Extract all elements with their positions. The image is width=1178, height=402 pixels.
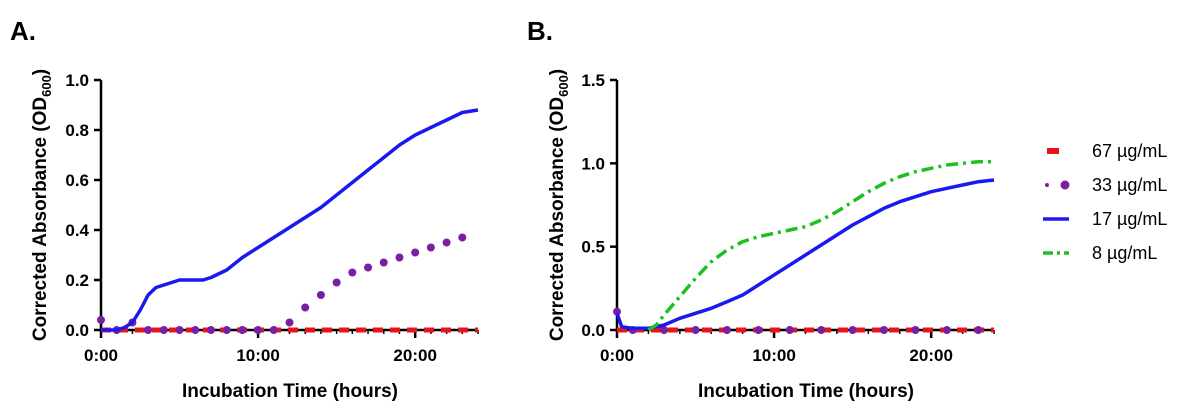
data-point-33ugml	[97, 316, 105, 324]
y-tick-label: 0.5	[581, 238, 605, 257]
y-axis-title-subscript: 600	[556, 75, 571, 97]
data-point-33ugml	[238, 326, 247, 334]
legend-label: 8 µg/mL	[1092, 243, 1157, 263]
data-point-33ugml	[911, 326, 920, 334]
data-point-33ugml	[411, 248, 420, 257]
y-axis-title-main: Corrected Absorbance (OD	[30, 97, 51, 341]
y-tick-label: 0.8	[65, 121, 89, 140]
series-line-17ugml	[101, 108, 479, 332]
data-point-33ugml	[364, 263, 373, 272]
data-point-33ugml	[301, 303, 310, 312]
data-point-33ugml	[785, 326, 794, 334]
data-point-33ugml	[159, 326, 168, 334]
data-point-33ugml	[942, 326, 951, 334]
data-point-33ugml	[348, 268, 357, 277]
y-axis-title-end: )	[30, 69, 51, 75]
panel-a: A. 0.0 0.2 0.4 0.6 0.8 1.0 0:00 10:00 20:00 Incuba…	[10, 16, 479, 402]
data-point-33ugml	[254, 326, 263, 334]
x-tick-label: 0:00	[84, 346, 118, 365]
x-tick-label: 20:00	[393, 346, 436, 365]
x-axis-title: Incubation Time (hours)	[182, 381, 398, 402]
data-point-33ugml	[395, 253, 404, 262]
x-tick-label: 0:00	[600, 346, 634, 365]
y-axis-title-end: )	[547, 69, 568, 75]
data-point-33ugml	[426, 243, 435, 252]
legend-label: 17 µg/mL	[1092, 209, 1167, 229]
x-tick-label: 10:00	[236, 346, 279, 365]
data-point-33ugml	[175, 326, 184, 334]
legend-label: 67 µg/mL	[1092, 141, 1167, 161]
data-point-33ugml	[848, 326, 857, 334]
data-point-33ugml	[754, 326, 763, 334]
data-point-33ugml	[144, 326, 153, 334]
y-tick-label: 0.0	[65, 321, 89, 340]
y-tick-label: 0.0	[581, 321, 605, 340]
data-point-33ugml	[316, 291, 325, 299]
y-tick-label: 0.4	[65, 221, 89, 240]
data-point-33ugml	[691, 326, 700, 334]
legend-label: 33 µg/mL	[1092, 175, 1167, 195]
y-axis-title-subscript: 600	[39, 75, 54, 97]
y-tick-label: 0.2	[65, 271, 89, 290]
data-point-33ugml	[285, 318, 294, 327]
data-point-33ugml	[191, 326, 200, 334]
data-point-33ugml	[332, 278, 341, 287]
panel-letter: A.	[10, 16, 36, 46]
x-tick-label: 20:00	[909, 346, 952, 365]
data-point-33ugml	[974, 326, 983, 334]
y-axis-title-main: Corrected Absorbance (OD	[547, 97, 568, 341]
legend: 67 µg/mL 33 µg/mL 17 µg/mL 8 µg/mL	[1043, 141, 1167, 263]
legend-swatch	[1045, 183, 1049, 187]
series-line-8ugml	[647, 159, 994, 332]
y-tick-label: 1.0	[65, 71, 89, 90]
y-axis-title: Corrected Absorbance (OD600)	[30, 69, 54, 341]
y-tick-label: 0.6	[65, 171, 89, 190]
data-point-33ugml	[206, 326, 215, 334]
panel-letter: B.	[527, 16, 553, 46]
data-point-33ugml	[722, 326, 731, 334]
data-point-33ugml	[222, 326, 231, 334]
data-point-33ugml	[269, 326, 278, 334]
y-tick-label: 1.0	[581, 154, 605, 173]
legend-swatch	[1060, 180, 1070, 190]
data-point-33ugml	[379, 258, 388, 267]
x-tick-label: 10:00	[752, 346, 795, 365]
data-point-33ugml	[660, 326, 669, 334]
data-point-33ugml	[458, 233, 467, 242]
data-point-33ugml	[880, 326, 889, 334]
panel-b: B. 0.0 0.5 1.0 1.5 0:00 10:00 20:00 Incubation T…	[527, 16, 995, 402]
series-line-17ugml	[615, 178, 995, 331]
data-point-33ugml	[442, 238, 451, 247]
y-axis-title: Corrected Absorbance (OD600)	[547, 69, 571, 341]
x-axis-title: Incubation Time (hours)	[698, 381, 914, 402]
data-point-33ugml	[817, 326, 826, 334]
y-tick-label: 1.5	[581, 71, 605, 90]
data-point-33ugml	[613, 307, 621, 316]
